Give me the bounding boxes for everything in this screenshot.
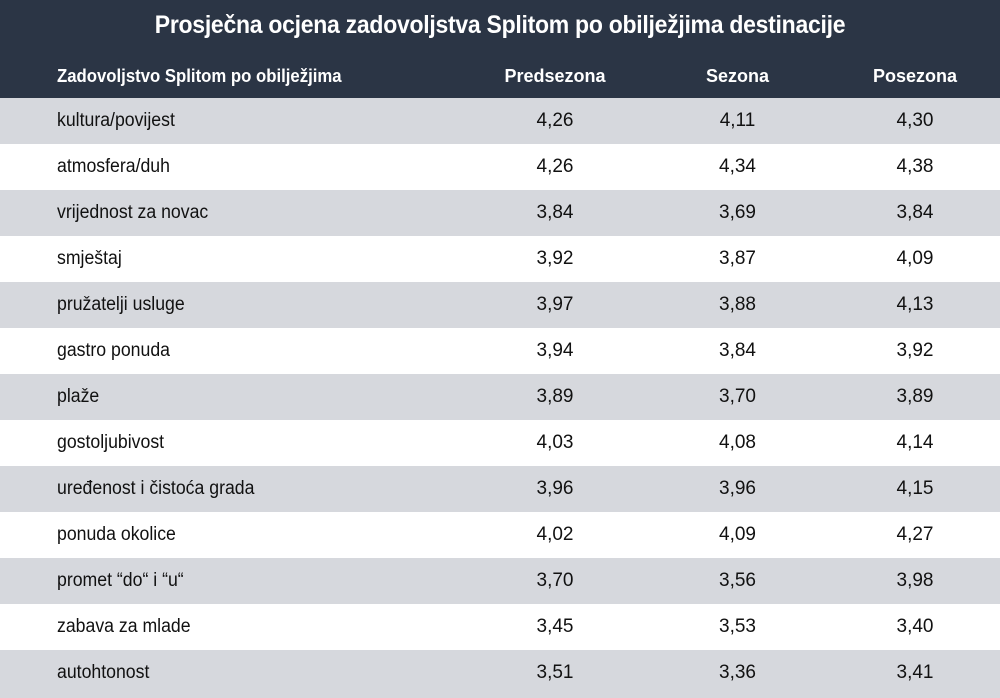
table-row: gastro ponuda 3,94 3,84 3,92: [0, 328, 1000, 374]
row-label: uređenost i čistoća grada: [57, 478, 255, 499]
value-predsezona: 4,26: [536, 110, 574, 131]
value-posezona: 4,13: [896, 294, 934, 315]
row-label: kultura/povijest: [57, 110, 175, 131]
value-predsezona: 4,03: [536, 432, 574, 453]
row-label: zabava za mlade: [57, 616, 191, 637]
table-row: atmosfera/duh 4,26 4,34 4,38: [0, 144, 1000, 190]
table-row: zabava za mlade 3,45 3,53 3,40: [0, 604, 1000, 650]
table-body: kultura/povijest 4,26 4,11 4,30 atmosfer…: [0, 98, 1000, 698]
value-sezona: 3,69: [719, 202, 756, 223]
value-posezona: 4,15: [896, 478, 934, 499]
column-header-posezona: Posezona: [872, 66, 958, 86]
row-label: pružatelji usluge: [57, 294, 185, 315]
value-posezona: 3,98: [896, 570, 934, 591]
value-sezona: 4,11: [719, 110, 756, 131]
value-sezona: 3,56: [719, 570, 756, 591]
table-row: ponuda okolice 4,02 4,09 4,27: [0, 512, 1000, 558]
value-predsezona: 3,84: [536, 202, 574, 223]
value-sezona: 3,36: [719, 662, 756, 683]
row-label: vrijednost za novac: [57, 202, 209, 223]
table-header: Prosječna ocjena zadovoljstva Splitom po…: [0, 0, 1000, 98]
table-title: Prosječna ocjena zadovoljstva Splitom po…: [154, 11, 846, 39]
table-row: pružatelji usluge 3,97 3,88 4,13: [0, 282, 1000, 328]
value-posezona: 3,92: [896, 340, 934, 361]
value-sezona: 3,87: [719, 248, 756, 269]
value-predsezona: 3,89: [536, 386, 574, 407]
value-sezona: 3,53: [719, 616, 756, 637]
value-posezona: 4,09: [896, 248, 934, 269]
row-label: promet “do“ i “u“: [57, 570, 184, 591]
value-posezona: 4,38: [896, 156, 934, 177]
column-header-feature: Zadovoljstvo Splitom po obilježjima: [57, 66, 342, 86]
column-header-sezona: Sezona: [705, 66, 770, 86]
table-row: kultura/povijest 4,26 4,11 4,30: [0, 98, 1000, 144]
value-posezona: 3,89: [896, 386, 934, 407]
value-predsezona: 3,96: [536, 478, 574, 499]
value-posezona: 4,14: [896, 432, 934, 453]
table-row: uređenost i čistoća grada 3,96 3,96 4,15: [0, 466, 1000, 512]
value-posezona: 3,40: [896, 616, 934, 637]
row-label: atmosfera/duh: [57, 156, 170, 177]
value-predsezona: 3,51: [536, 662, 574, 683]
row-label: plaže: [57, 386, 100, 407]
value-posezona: 4,27: [896, 524, 934, 545]
value-sezona: 4,08: [719, 432, 756, 453]
row-label: ponuda okolice: [57, 524, 176, 545]
table-row: promet “do“ i “u“ 3,70 3,56 3,98: [0, 558, 1000, 604]
column-header-predsezona: Predsezona: [504, 66, 606, 86]
value-predsezona: 3,97: [536, 294, 574, 315]
value-sezona: 4,34: [719, 156, 756, 177]
value-sezona: 3,70: [719, 386, 756, 407]
value-posezona: 3,84: [896, 202, 934, 223]
row-label: smještaj: [57, 248, 122, 269]
value-predsezona: 4,02: [536, 524, 574, 545]
value-predsezona: 3,45: [536, 616, 574, 637]
value-predsezona: 4,26: [536, 156, 574, 177]
table-row: gostoljubivost 4,03 4,08 4,14: [0, 420, 1000, 466]
value-sezona: 3,96: [719, 478, 756, 499]
value-sezona: 3,88: [719, 294, 756, 315]
value-sezona: 4,09: [719, 524, 756, 545]
table-row: vrijednost za novac 3,84 3,69 3,84: [0, 190, 1000, 236]
value-predsezona: 3,70: [536, 570, 574, 591]
row-label: autohtonost: [57, 662, 150, 683]
value-sezona: 3,84: [719, 340, 756, 361]
row-label: gastro ponuda: [57, 340, 170, 361]
table-row: autohtonost 3,51 3,36 3,41: [0, 650, 1000, 698]
value-posezona: 3,41: [896, 662, 934, 683]
value-posezona: 4,30: [896, 110, 934, 131]
table-row: smještaj 3,92 3,87 4,09: [0, 236, 1000, 282]
table-row: plaže 3,89 3,70 3,89: [0, 374, 1000, 420]
row-label: gostoljubivost: [57, 432, 165, 453]
value-predsezona: 3,92: [536, 248, 574, 269]
value-predsezona: 3,94: [536, 340, 574, 361]
